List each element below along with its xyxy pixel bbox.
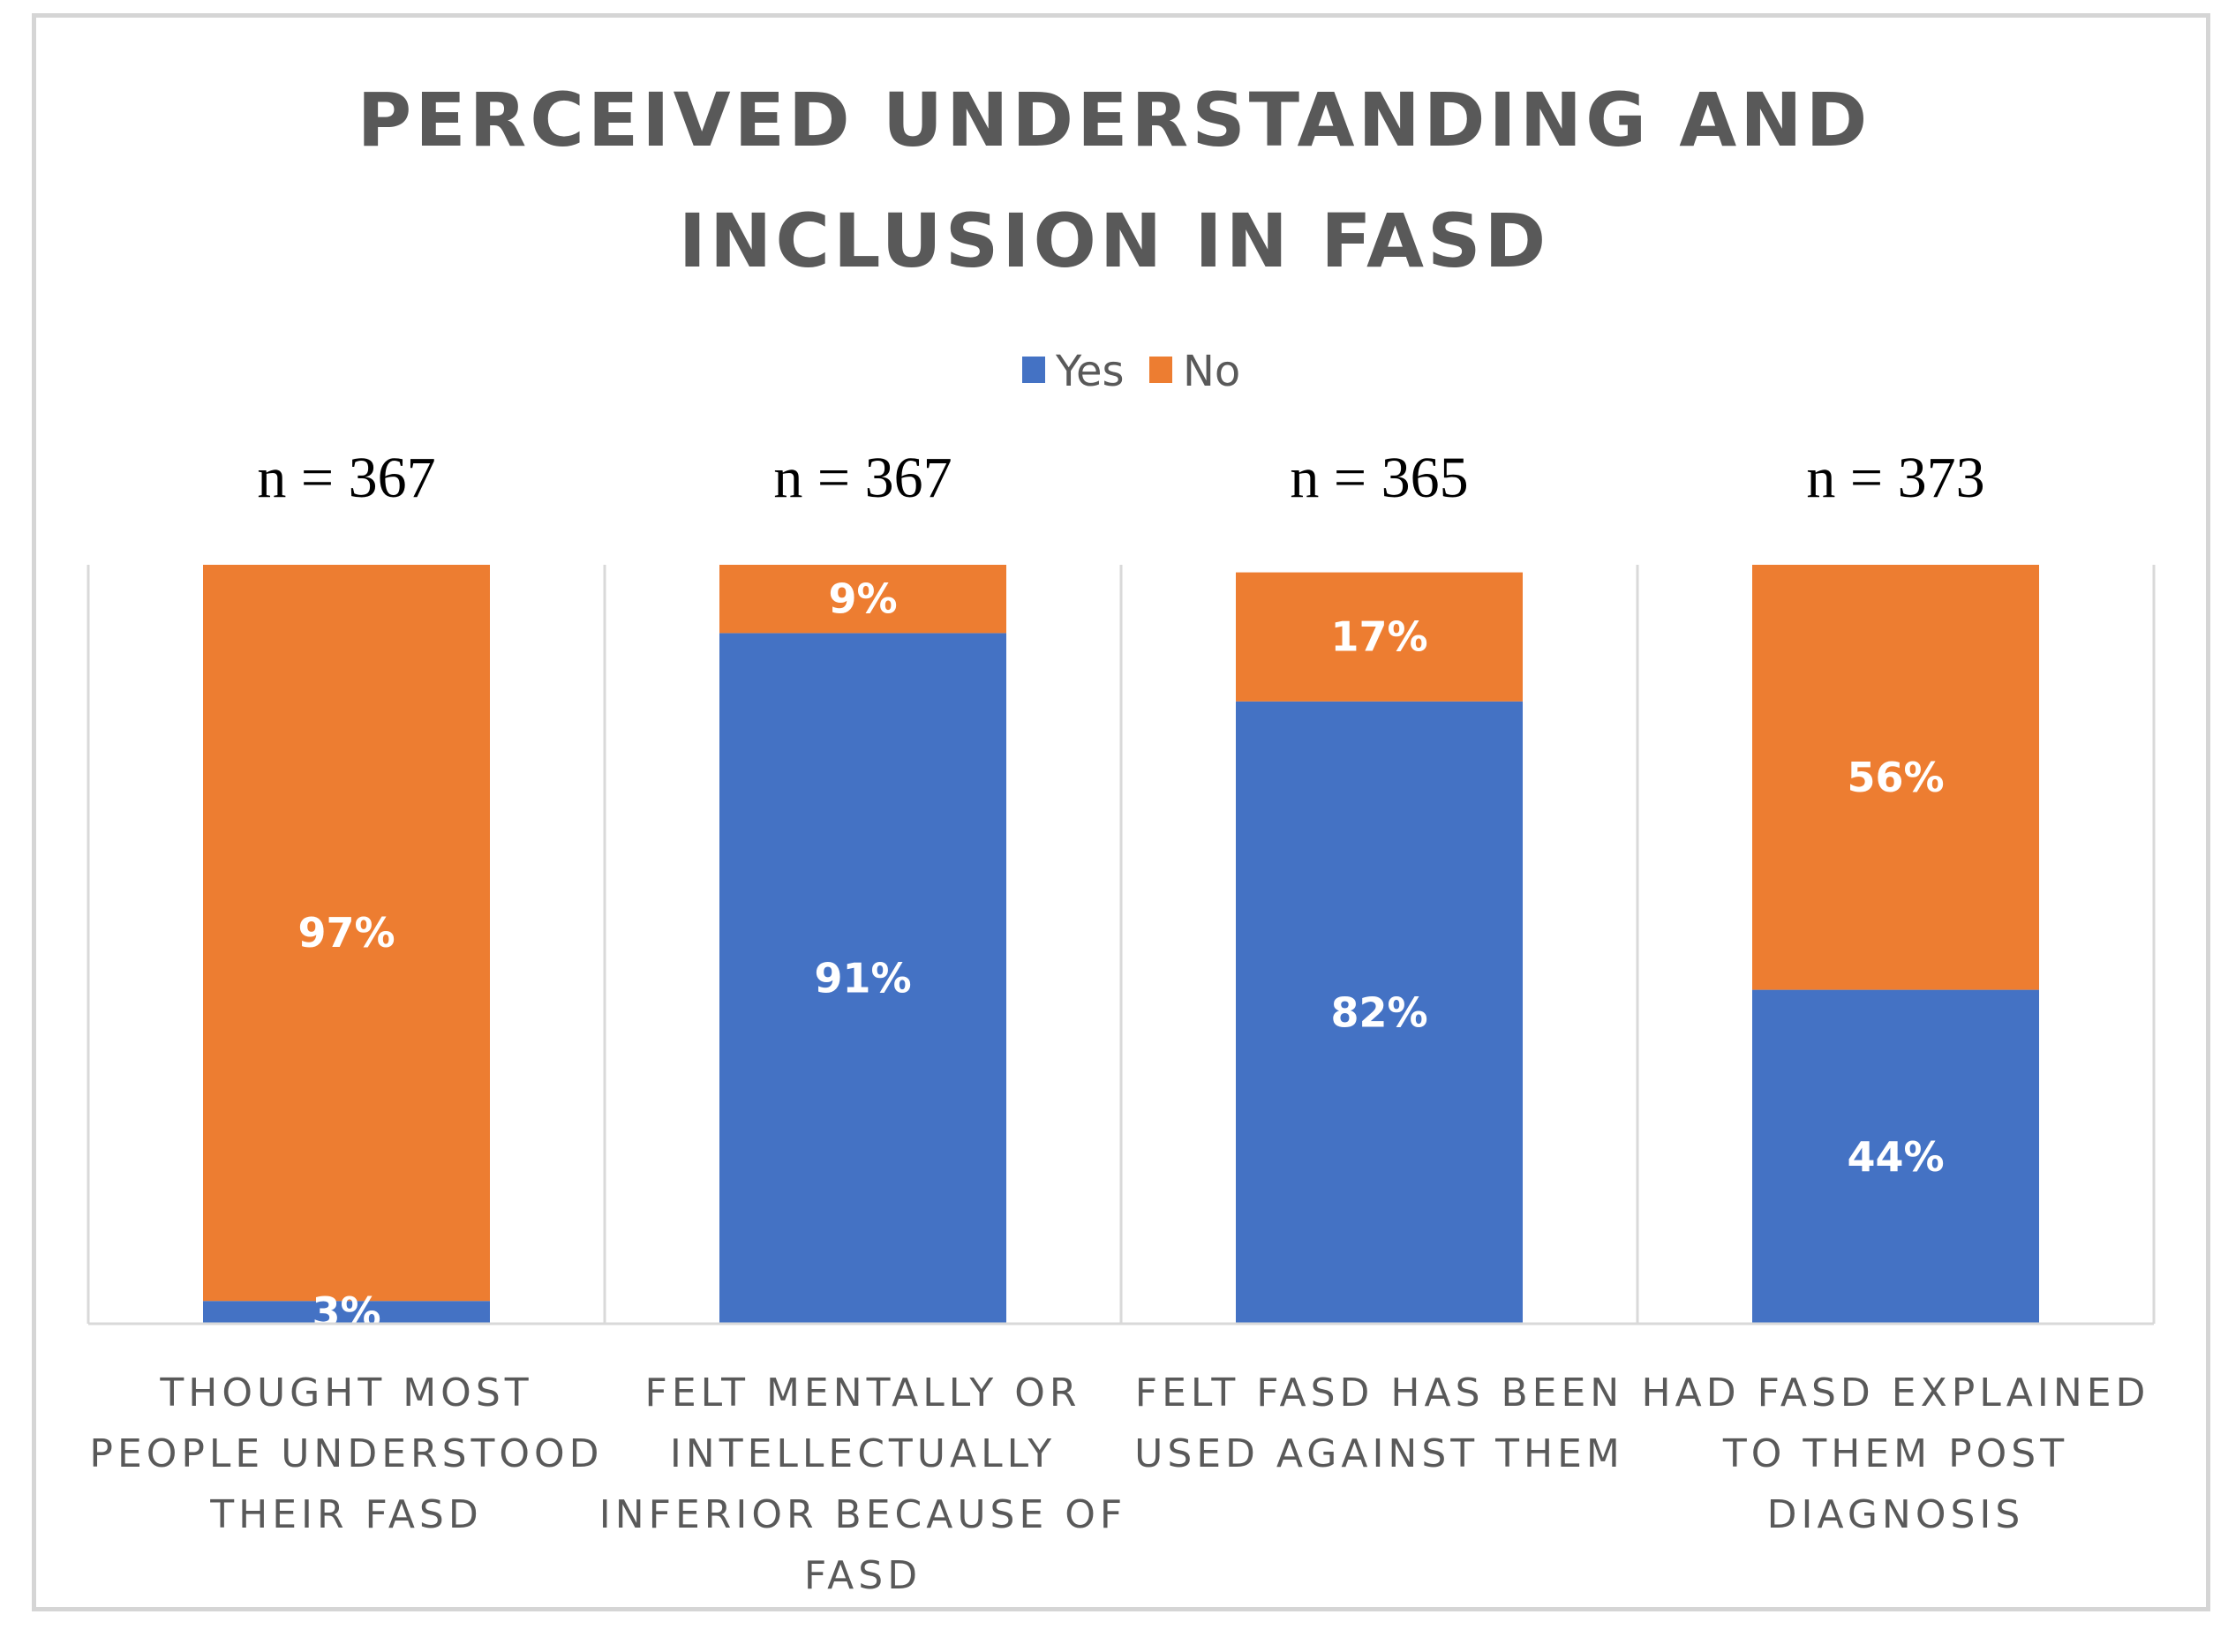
legend-label-yes: Yes [1055, 347, 1124, 396]
sample-size-label: n = 373 [1806, 446, 1984, 510]
category-labels: THOUGHT MOST PEOPLE UNDERSTOOD THEIR FASD F… [89, 1370, 2150, 1598]
category-label-line: FELT FASD HAS BEEN [1135, 1370, 1623, 1415]
data-label-no: 97% [297, 909, 395, 957]
category-label-line: FELT MENTALLY OR [645, 1370, 1081, 1415]
category-label-line: USED AGAINST THEM [1134, 1431, 1624, 1476]
sample-size-labels: n = 367 n = 367 n = 365 n = 373 [257, 446, 1984, 510]
legend-swatch-no [1149, 357, 1172, 383]
category-label-line: INTELLECTUALLY [670, 1431, 1056, 1476]
chart-title: PERCEIVED UNDERSTANDING AND INCLUSION IN … [358, 77, 1871, 284]
bar-no [1752, 565, 2039, 990]
category-label-line: PEOPLE UNDERSTOOD [89, 1431, 603, 1476]
bar-yes [1236, 701, 1523, 1324]
category-label-line: HAD FASD EXPLAINED [1642, 1370, 2150, 1415]
data-label-no: 56% [1847, 754, 1944, 801]
data-label-no: 17% [1330, 613, 1427, 661]
bar-no [719, 565, 1006, 634]
panel-dividers [87, 565, 2156, 1324]
category-label-line: INFERIOR BECAUSE OF [599, 1492, 1126, 1537]
bar-yes [203, 1301, 490, 1324]
data-label-yes: 3% [312, 1288, 380, 1336]
category-label-line: THOUGHT MOST [159, 1370, 532, 1415]
category-label-line: FASD [804, 1553, 922, 1598]
chart-title-line: PERCEIVED UNDERSTANDING AND [358, 77, 1871, 163]
category-label-line: THEIR FASD [209, 1492, 482, 1537]
data-label-yes: 44% [1847, 1133, 1944, 1181]
chart-legend: Yes No [1022, 347, 1240, 396]
data-label-no: 9% [828, 575, 897, 623]
data-labels: 3% 97% 91% 9% 82% 17% 44% 56% [297, 575, 1944, 1336]
category-label-line: TO THEM POST [1722, 1431, 2068, 1476]
data-label-yes: 82% [1330, 988, 1427, 1036]
sample-size-label: n = 365 [1290, 446, 1468, 510]
sample-size-label: n = 367 [257, 446, 435, 510]
legend-label-no: No [1183, 347, 1240, 396]
bar-yes [719, 633, 1006, 1324]
legend-swatch-yes [1022, 357, 1045, 383]
category-label-line: DIAGNOSIS [1767, 1492, 2025, 1537]
data-label-yes: 91% [814, 955, 911, 1002]
bar-no [1236, 572, 1523, 702]
sample-size-label: n = 367 [773, 446, 952, 510]
bars [203, 565, 2039, 1324]
chart-title-line: INCLUSION IN FASD [679, 198, 1549, 284]
bar-yes [1752, 989, 2039, 1324]
bar-no [203, 565, 490, 1302]
